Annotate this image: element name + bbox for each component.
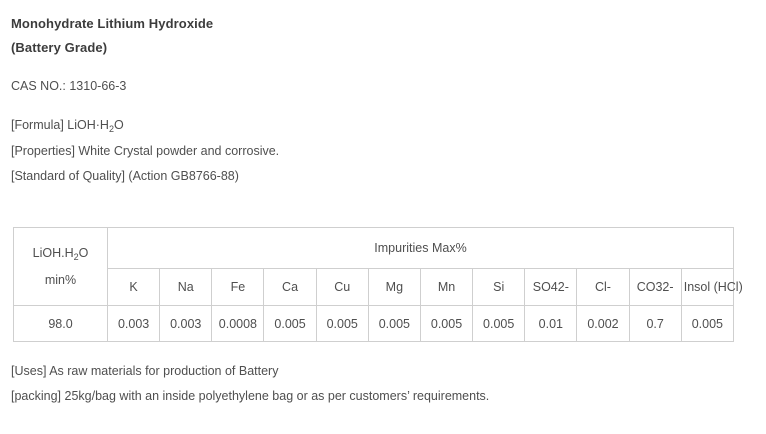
cell-na: 0.003 — [159, 305, 213, 342]
purity-formula-prefix: LiOH.H — [32, 246, 74, 260]
purity-formula-subscript: 2 — [73, 252, 79, 262]
specification-table-wrapper: LiOH.H2O min% Impurities Max% K Na Fe Ca… — [11, 227, 766, 342]
cell-mn: 0.005 — [419, 305, 474, 342]
footer-block: [Uses] As raw materials for production o… — [11, 359, 766, 409]
cell-insol: 0.005 — [680, 305, 735, 342]
purity-header-cell: LiOH.H2O min% — [13, 227, 108, 306]
product-title-line-1: Monohydrate Lithium Hydroxide — [11, 16, 214, 31]
formula-line: [Formula] LiOH·H2O — [11, 113, 766, 139]
properties-line: [Properties] White Crystal powder and co… — [11, 144, 280, 158]
product-spec-page: Monohydrate Lithium Hydroxide (Battery G… — [11, 16, 766, 409]
purity-formula-suffix: O — [78, 246, 89, 260]
cell-purity: 98.0 — [13, 305, 108, 342]
cell-k: 0.003 — [106, 305, 161, 342]
packing-line: [packing] 25kg/bag with an inside polyet… — [11, 389, 490, 403]
column-header-na: Na — [159, 268, 213, 306]
column-header-k: K — [106, 268, 161, 306]
column-header-cl: Cl- — [576, 268, 630, 306]
cell-so42: 0.01 — [524, 305, 578, 342]
cell-co32: 0.7 — [628, 305, 682, 342]
uses-line: [Uses] As raw materials for production o… — [11, 364, 279, 378]
column-header-mn: Mn — [419, 268, 474, 306]
purity-header-line-2: min% — [44, 273, 77, 287]
column-header-fe: Fe — [211, 268, 265, 306]
column-header-so42: SO42- — [524, 268, 578, 306]
table-row: 98.0 0.003 0.003 0.0008 0.005 0.005 0.00… — [13, 305, 735, 342]
standard-line: [Standard of Quality] (Action GB8766-88) — [11, 169, 239, 183]
column-header-mg: Mg — [367, 268, 421, 306]
cell-fe: 0.0008 — [211, 305, 265, 342]
specification-table: LiOH.H2O min% Impurities Max% K Na Fe Ca… — [13, 227, 743, 342]
product-title-line-2: (Battery Grade) — [11, 40, 108, 55]
formula-subscript: 2 — [108, 124, 114, 134]
cell-cl: 0.002 — [576, 305, 630, 342]
column-header-co32: CO32- — [628, 268, 682, 306]
cell-mg: 0.005 — [367, 305, 421, 342]
table-header-row-columns: K Na Fe Ca Cu Mg Mn Si SO42- Cl- CO32- I… — [14, 268, 743, 306]
formula-prefix: [Formula] LiOH·H — [11, 118, 109, 132]
cell-ca: 0.005 — [263, 305, 317, 342]
column-header-insol: Insol (HCl) — [680, 268, 743, 306]
column-header-ca: Ca — [263, 268, 317, 306]
title-spacer — [11, 60, 766, 74]
cas-spacer — [11, 99, 766, 113]
cell-si: 0.005 — [472, 305, 526, 342]
table-header-row-top: LiOH.H2O min% Impurities Max% — [13, 227, 734, 306]
column-header-si: Si — [472, 268, 526, 306]
purity-header-line-1: LiOH.H2O — [32, 246, 89, 262]
column-header-cu: Cu — [315, 268, 369, 306]
cell-cu: 0.005 — [315, 305, 369, 342]
cas-number: CAS NO.: 1310-66-3 — [11, 79, 127, 93]
impurities-header-cell: Impurities Max% — [107, 227, 734, 269]
formula-suffix: O — [113, 118, 124, 132]
